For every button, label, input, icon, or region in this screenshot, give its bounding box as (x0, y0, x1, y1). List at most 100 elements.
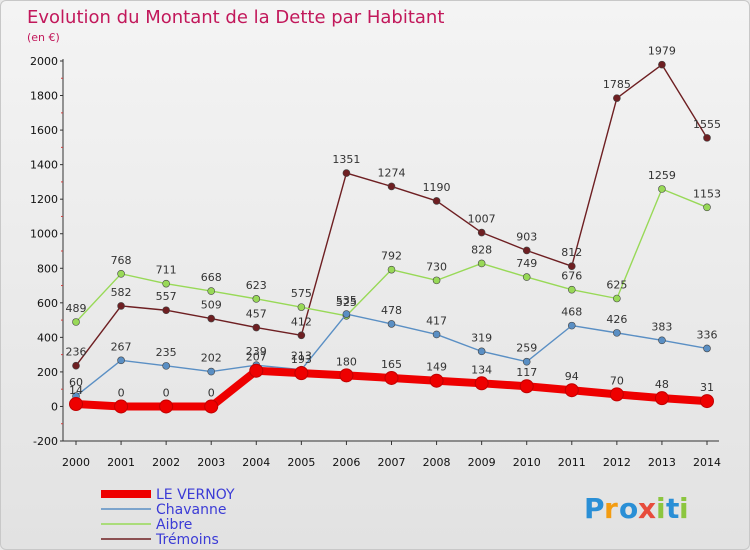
data-point (297, 331, 306, 340)
data-label: 149 (426, 361, 447, 374)
y-tick-label: 1400 (30, 159, 58, 172)
chart-title: Evolution du Montant de la Dette par Hab… (27, 7, 444, 28)
data-point (117, 356, 125, 365)
data-label: 828 (471, 243, 492, 256)
data-point (297, 303, 306, 311)
data-label: 730 (426, 260, 447, 273)
data-point (162, 306, 170, 315)
data-point (252, 323, 261, 332)
data-label: 1351 (332, 153, 360, 166)
data-label: 903 (516, 230, 537, 243)
data-point (522, 246, 531, 255)
data-point (613, 294, 621, 303)
data-point (522, 273, 531, 281)
y-tick-label: 1200 (30, 193, 58, 206)
data-label: 1274 (378, 166, 406, 179)
data-label: 489 (66, 302, 87, 315)
data-point (162, 279, 170, 288)
data-point (162, 362, 170, 370)
data-point (69, 397, 83, 412)
data-label: 1153 (693, 187, 721, 200)
data-label: 749 (516, 257, 537, 270)
data-point (567, 285, 576, 294)
data-point (294, 366, 309, 381)
data-label: 1555 (693, 118, 721, 131)
data-point (658, 336, 666, 345)
data-point (432, 276, 441, 285)
x-tick-label: 2012 (603, 456, 631, 469)
logo-letter: x (638, 492, 656, 525)
data-label: 319 (471, 331, 492, 344)
data-point (72, 361, 80, 370)
series-le-vernoy (69, 363, 714, 414)
logo-letter: o (619, 492, 638, 525)
data-label: 711 (156, 264, 177, 277)
axes: -200020040060080010001200140016001800200… (30, 55, 721, 469)
x-tick-label: 2009 (468, 456, 496, 469)
data-label: 625 (606, 279, 627, 292)
data-label: 94 (565, 370, 579, 383)
logo-letter: t (666, 492, 679, 525)
data-point (703, 134, 711, 142)
data-label: 1007 (468, 213, 496, 226)
data-label: 457 (246, 308, 267, 321)
data-label: 535 (336, 294, 357, 307)
data-point (474, 376, 489, 391)
data-point (249, 363, 264, 378)
y-tick-label: 1000 (30, 228, 58, 241)
y-tick-label: 1600 (30, 124, 58, 137)
y-tick-label: 600 (37, 297, 58, 310)
legend-label: Trémoins (155, 532, 219, 548)
data-label: 623 (246, 279, 267, 292)
y-tick-label: 2000 (30, 55, 58, 68)
data-label: 165 (381, 358, 402, 371)
data-point (519, 379, 534, 394)
data-point (429, 373, 444, 388)
data-label: 582 (111, 286, 132, 299)
data-label: 117 (516, 366, 537, 379)
y-tick-label: 800 (37, 262, 58, 275)
data-label: 48 (655, 378, 669, 391)
data-label: 213 (291, 350, 312, 363)
logo-letter: r (604, 492, 618, 525)
x-tick-label: 2000 (62, 456, 90, 469)
data-label: 768 (111, 254, 132, 267)
x-tick-label: 2006 (332, 456, 360, 469)
data-label: 1785 (603, 78, 631, 91)
data-label: 202 (201, 352, 222, 365)
data-label: 417 (426, 314, 447, 327)
data-point (342, 310, 351, 318)
data-point (613, 94, 621, 102)
data-point (252, 295, 261, 303)
series-tr-moins (72, 60, 711, 370)
data-label: 207 (246, 351, 267, 364)
data-label: 509 (201, 299, 222, 312)
y-tick-label: -200 (33, 435, 58, 448)
chart-unit: (en €) (27, 31, 60, 44)
data-label: 31 (700, 381, 714, 394)
data-point (339, 368, 354, 383)
data-point (387, 320, 396, 328)
data-point (207, 287, 216, 295)
data-label: 259 (516, 342, 537, 355)
data-point (114, 399, 129, 414)
data-point (477, 259, 486, 268)
data-point (342, 169, 351, 177)
data-point (117, 269, 125, 278)
logo-letter: i (679, 492, 689, 525)
x-tick-label: 2003 (197, 456, 225, 469)
x-tick-label: 2010 (513, 456, 541, 469)
data-label: 412 (291, 315, 312, 328)
data-label: 235 (156, 346, 177, 359)
data-point (477, 347, 486, 356)
data-label: 0 (163, 386, 170, 399)
y-tick-label: 1800 (30, 90, 58, 103)
data-label: 0 (208, 386, 215, 399)
data-point (567, 321, 576, 330)
data-point (387, 182, 396, 191)
data-labels: 236 582 557 509 457 412 1351 1274 1190 1007 903 812… (66, 45, 722, 400)
data-point (654, 391, 669, 406)
data-label: 60 (69, 376, 83, 389)
